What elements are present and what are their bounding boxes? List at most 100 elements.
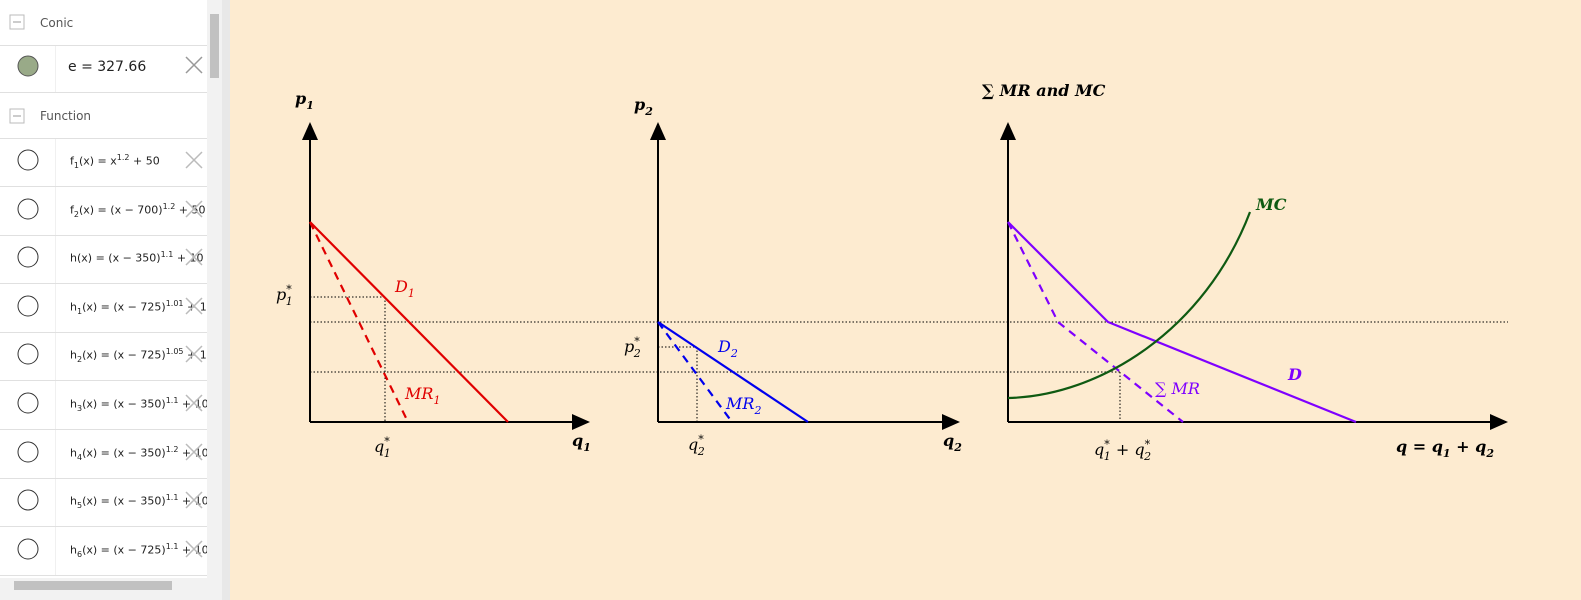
- algebra-item[interactable]: f1(x) = x1.2 + 50: [0, 138, 207, 187]
- algebra-item[interactable]: f2(x) = (x − 700)1.2 + 50: [0, 186, 207, 236]
- function-body: (x) = (x − 350): [82, 397, 166, 411]
- graph-label: q1: [572, 431, 591, 454]
- delete-icon[interactable]: [184, 539, 204, 559]
- graph-label: p1: [295, 89, 314, 112]
- visibility-toggle[interactable]: [0, 283, 56, 332]
- algebra-item[interactable]: h3(x) = (x − 350)1.1 + 10: [0, 381, 207, 430]
- delete-icon[interactable]: [184, 199, 204, 219]
- label-subscript: 1: [286, 295, 293, 308]
- label-subscript: 2: [753, 404, 761, 417]
- delete-icon[interactable]: [184, 296, 204, 316]
- visibility-toggle[interactable]: [0, 526, 56, 575]
- label-text: D: [717, 337, 731, 356]
- label-subscript: 2: [697, 445, 705, 458]
- delete-icon[interactable]: [184, 247, 204, 267]
- section-header[interactable]: Function: [0, 92, 207, 139]
- graph-label: MC: [1255, 195, 1287, 214]
- label-superscript: *: [286, 283, 292, 296]
- label-text: q: [374, 437, 384, 456]
- function-body: (x) = (x − 725): [82, 300, 166, 314]
- function-subscript: 2: [76, 355, 83, 365]
- label-text: MR: [404, 384, 433, 403]
- label-text: p: [295, 89, 306, 108]
- function-subscript: 5: [76, 501, 83, 511]
- algebra-item[interactable]: h6(x) = (x − 725)1.1 + 10: [0, 526, 207, 576]
- delete-icon[interactable]: [184, 150, 204, 170]
- algebra-item[interactable]: h2(x) = (x − 725)1.05 + 1: [0, 332, 207, 382]
- visibility-toggle[interactable]: [0, 45, 56, 92]
- function-body: (x) = x: [78, 154, 117, 168]
- function-name: h: [70, 251, 77, 265]
- function-subscript: 4: [76, 452, 83, 462]
- algebra-text[interactable]: f1(x) = x1.2 + 50: [70, 153, 160, 170]
- function-name: h: [70, 300, 77, 314]
- function-name: h: [70, 543, 77, 557]
- algebra-item[interactable]: h1(x) = (x − 725)1.01 + 1: [0, 283, 207, 333]
- collapse-icon[interactable]: [8, 13, 28, 33]
- label-subscript: 1: [583, 441, 591, 454]
- graph-label: MR1: [404, 384, 440, 407]
- algebra-item[interactable]: h(x) = (x − 350)1.1 + 10: [0, 235, 207, 285]
- algebra-text[interactable]: e = 327.66: [68, 59, 147, 75]
- label-subscript: 2: [644, 105, 653, 118]
- vertical-scrollbar[interactable]: [207, 0, 222, 600]
- visibility-toggle[interactable]: [0, 138, 56, 186]
- algebra-text[interactable]: h3(x) = (x − 350)1.1 + 10: [70, 396, 207, 413]
- function-exponent: 1.05: [165, 347, 184, 357]
- function-exponent: 1.1: [160, 250, 174, 260]
- visibility-toggle[interactable]: [0, 186, 56, 235]
- function-subscript: 1: [73, 160, 79, 170]
- label-text: + q: [1451, 437, 1487, 456]
- visibility-toggle[interactable]: [0, 429, 56, 478]
- label-text: ∑ MR and MC: [982, 81, 1106, 100]
- function-exponent: 1.01: [165, 298, 184, 308]
- label-text: MR: [725, 394, 754, 413]
- function-name: h: [70, 446, 77, 460]
- section-title: Conic: [40, 16, 74, 30]
- visibility-toggle[interactable]: [0, 235, 56, 284]
- algebra-text[interactable]: h1(x) = (x − 725)1.01 + 1: [70, 299, 207, 316]
- horizontal-scrollbar[interactable]: [0, 578, 207, 600]
- visibility-toggle[interactable]: [0, 332, 56, 381]
- delete-icon[interactable]: [184, 442, 204, 462]
- visibility-toggle[interactable]: [0, 381, 56, 429]
- function-body: (x) = (x − 350): [82, 446, 166, 460]
- function-name: f: [70, 203, 74, 217]
- delete-icon[interactable]: [184, 55, 204, 75]
- function-exponent: 1.1: [165, 541, 179, 551]
- label-text: + q: [1111, 440, 1145, 459]
- algebra-view: Conic e = 327.66 Function f1(x) = x1.2 +…: [0, 0, 207, 600]
- guide-lines: [310, 296, 1508, 422]
- graph-label: D1: [394, 277, 415, 300]
- section-header[interactable]: Conic: [0, 0, 207, 46]
- label-subscript: 2: [730, 347, 738, 360]
- algebra-item[interactable]: h4(x) = (x − 350)1.2 + 10: [0, 429, 207, 479]
- function-exponent: 1.2: [116, 153, 130, 162]
- label-subscript: 1: [1104, 450, 1111, 463]
- function-exponent: 1.1: [165, 396, 179, 405]
- divider: [222, 0, 230, 600]
- graph-label: ∑ MR and MC: [982, 81, 1106, 100]
- label-superscript: *: [384, 435, 390, 448]
- label-text: D: [394, 277, 408, 296]
- delete-icon[interactable]: [184, 490, 204, 510]
- visibility-toggle[interactable]: [0, 478, 56, 527]
- delete-icon[interactable]: [184, 344, 204, 364]
- function-name: h: [70, 349, 77, 363]
- function-exponent: 1.1: [165, 493, 179, 503]
- label-text: q: [943, 431, 954, 450]
- algebra-text[interactable]: h6(x) = (x − 725)1.1 + 10: [70, 542, 207, 559]
- delete-icon[interactable]: [184, 393, 204, 413]
- label-text: q = q: [1396, 437, 1443, 456]
- algebra-item[interactable]: h5(x) = (x − 350)1.1 + 10: [0, 478, 207, 528]
- algebra-text[interactable]: f2(x) = (x − 700)1.2 + 50: [70, 202, 206, 219]
- algebra-item[interactable]: e = 327.66: [0, 45, 207, 93]
- function-body: (x) = (x − 700): [78, 203, 163, 217]
- function-body: (x) = (x − 350): [76, 251, 161, 265]
- algebra-text[interactable]: h5(x) = (x − 350)1.1 + 10: [70, 493, 207, 510]
- graph-label: q* 2: [688, 433, 705, 458]
- collapse-icon[interactable]: [8, 107, 28, 127]
- function-name: f: [70, 154, 74, 168]
